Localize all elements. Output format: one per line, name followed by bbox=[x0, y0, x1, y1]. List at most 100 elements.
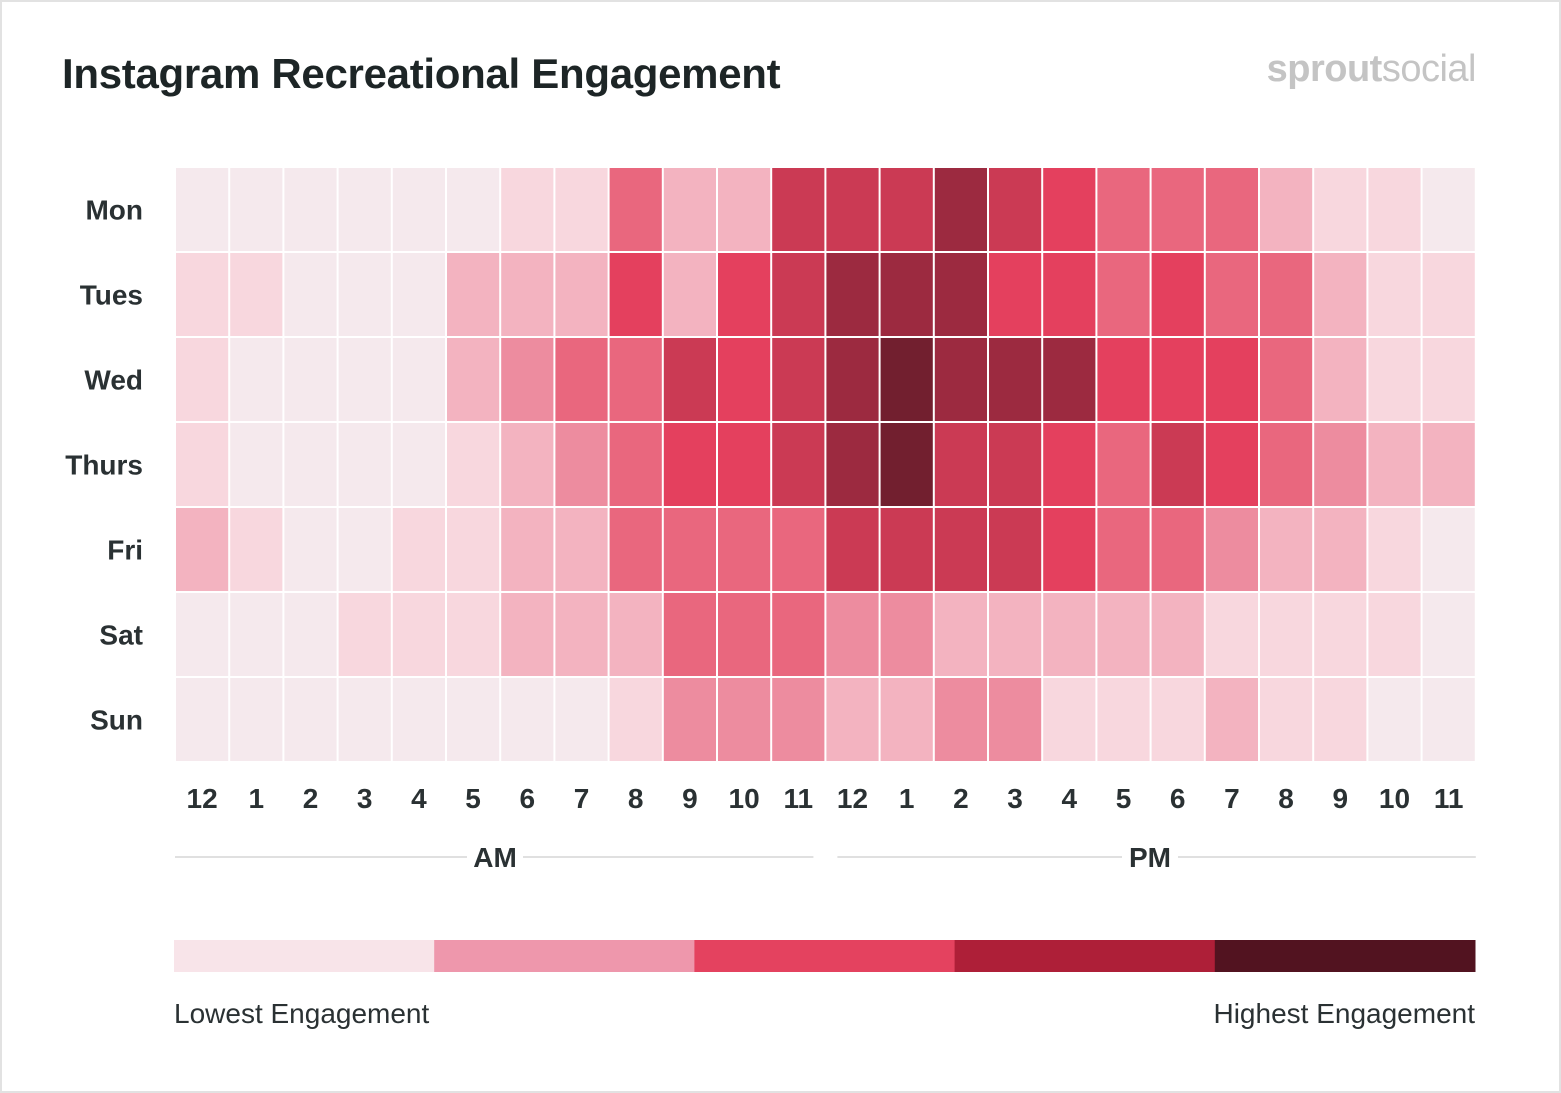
hour-label: 10 bbox=[729, 783, 760, 814]
chart-title: Instagram Recreational Engagement bbox=[62, 50, 781, 97]
heatmap-cell bbox=[1422, 253, 1475, 336]
heatmap-cell bbox=[772, 508, 825, 591]
heatmap-cell bbox=[338, 338, 391, 421]
hour-label: 10 bbox=[1379, 783, 1410, 814]
heatmap-cell bbox=[1205, 508, 1258, 591]
heatmap-cell bbox=[934, 678, 987, 761]
heatmap-cell bbox=[392, 423, 445, 506]
day-label: Thurs bbox=[65, 450, 143, 481]
hour-label: 5 bbox=[465, 783, 481, 814]
hour-label: 12 bbox=[187, 783, 218, 814]
hour-label: 2 bbox=[303, 783, 319, 814]
heatmap-cell bbox=[880, 678, 933, 761]
hour-label: 7 bbox=[1224, 783, 1240, 814]
hour-label: 8 bbox=[628, 783, 644, 814]
heatmap-cell bbox=[501, 423, 554, 506]
hour-label: 4 bbox=[411, 783, 427, 814]
heatmap-cell bbox=[1151, 678, 1204, 761]
hour-label: 7 bbox=[574, 783, 590, 814]
heatmap-cell bbox=[1368, 508, 1421, 591]
heatmap-cell bbox=[1151, 593, 1204, 676]
heatmap-cell bbox=[1151, 338, 1204, 421]
heatmap-cell bbox=[772, 338, 825, 421]
heatmap-cell bbox=[989, 168, 1042, 251]
heatmap-cell bbox=[1368, 338, 1421, 421]
hour-label: 6 bbox=[1170, 783, 1186, 814]
heatmap-cell bbox=[1260, 593, 1313, 676]
heatmap-cell bbox=[555, 423, 608, 506]
brand-logo: sproutsocial bbox=[1267, 48, 1477, 91]
heatmap-cell bbox=[1097, 168, 1150, 251]
hour-label: 4 bbox=[1062, 783, 1078, 814]
heatmap-cell bbox=[663, 508, 716, 591]
heatmap-cell bbox=[284, 338, 337, 421]
heatmap-cell bbox=[1205, 593, 1258, 676]
heatmap-cell bbox=[392, 678, 445, 761]
heatmap-cell bbox=[826, 593, 879, 676]
heatmap-cell bbox=[718, 508, 771, 591]
heatmap-cell bbox=[284, 423, 337, 506]
heatmap-cell bbox=[555, 253, 608, 336]
heatmap-cell bbox=[338, 423, 391, 506]
legend-swatch bbox=[1214, 940, 1476, 972]
heatmap-cell bbox=[718, 338, 771, 421]
heatmap-cell bbox=[1314, 678, 1367, 761]
legend-swatch bbox=[954, 940, 1216, 972]
heatmap-cell bbox=[1368, 593, 1421, 676]
heatmap-cell bbox=[772, 593, 825, 676]
heatmap-cell bbox=[989, 253, 1042, 336]
heatmap-cell bbox=[989, 593, 1042, 676]
heatmap-cell bbox=[1422, 508, 1475, 591]
heatmap-cell bbox=[555, 338, 608, 421]
heatmap-cell bbox=[826, 338, 879, 421]
heatmap-cell bbox=[663, 678, 716, 761]
heatmap-cell bbox=[718, 678, 771, 761]
heatmap-cell bbox=[1205, 338, 1258, 421]
hour-label: 1 bbox=[249, 783, 265, 814]
heatmap-cell bbox=[718, 593, 771, 676]
day-label: Sun bbox=[90, 705, 143, 736]
heatmap-cell bbox=[880, 508, 933, 591]
heatmap-cell bbox=[284, 678, 337, 761]
hour-label: 11 bbox=[783, 783, 813, 814]
day-label: Tues bbox=[80, 280, 143, 311]
heatmap-cell bbox=[501, 338, 554, 421]
day-label: Sat bbox=[99, 620, 143, 651]
heatmap-cell bbox=[1097, 593, 1150, 676]
period-label: AM bbox=[473, 842, 517, 873]
heatmap-cell bbox=[663, 338, 716, 421]
heatmap-cell bbox=[1043, 253, 1096, 336]
heatmap-cell bbox=[1151, 508, 1204, 591]
heatmap-cell bbox=[1314, 338, 1367, 421]
heatmap-cell bbox=[176, 678, 229, 761]
day-label: Fri bbox=[107, 535, 143, 566]
heatmap-cell bbox=[392, 168, 445, 251]
heatmap-cell bbox=[1422, 678, 1475, 761]
heatmap-cell bbox=[1043, 508, 1096, 591]
heatmap-cell bbox=[284, 593, 337, 676]
heatmap-cell bbox=[1314, 593, 1367, 676]
legend-swatch bbox=[174, 940, 435, 972]
heatmap-cell bbox=[1097, 253, 1150, 336]
heatmap-cell bbox=[609, 168, 662, 251]
heatmap-cell bbox=[1205, 678, 1258, 761]
heatmap-cell bbox=[1314, 253, 1367, 336]
heatmap-cell bbox=[880, 168, 933, 251]
heatmap-cell bbox=[501, 168, 554, 251]
heatmap-cell bbox=[989, 423, 1042, 506]
heatmap-cell bbox=[772, 423, 825, 506]
hour-label: 6 bbox=[520, 783, 536, 814]
heatmap-cell bbox=[1043, 678, 1096, 761]
heatmap-cell bbox=[176, 423, 229, 506]
heatmap-cell bbox=[609, 338, 662, 421]
heatmap-cell bbox=[230, 593, 283, 676]
heatmap-cell bbox=[230, 338, 283, 421]
heatmap-cell bbox=[934, 338, 987, 421]
heatmap-cell bbox=[230, 423, 283, 506]
heatmap-cell bbox=[338, 168, 391, 251]
heatmap-cell bbox=[772, 253, 825, 336]
heatmap-cell bbox=[284, 253, 337, 336]
heatmap-cell bbox=[176, 168, 229, 251]
